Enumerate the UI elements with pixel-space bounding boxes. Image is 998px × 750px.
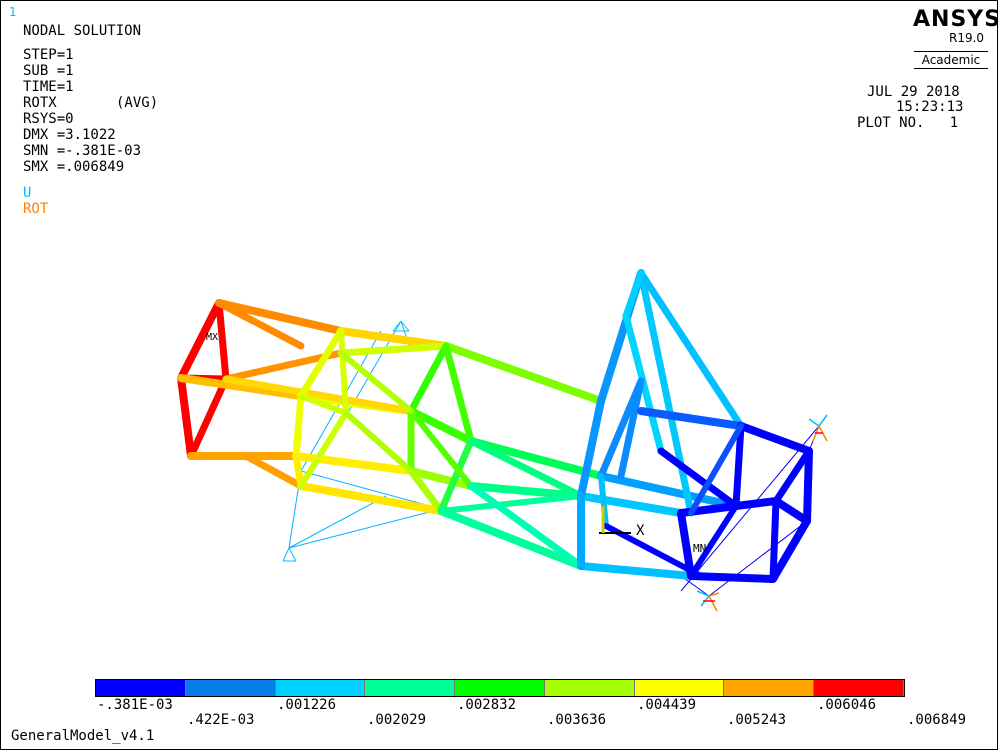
rot-symbol-label: ROT	[23, 201, 49, 217]
legend-tick-10: .006849	[907, 712, 967, 728]
legend-tick-1: -.381E-03	[97, 697, 173, 713]
max-marker-label: MX	[206, 332, 219, 343]
smn-value: SMN =-.381E-03	[23, 143, 142, 159]
min-marker-label: MN	[693, 542, 707, 555]
version-label: R19.0	[949, 31, 985, 45]
dmx-value: DMX =3.1022	[23, 127, 116, 143]
plot-time: 15:23:13	[896, 99, 964, 115]
solution-title: NODAL SOLUTION	[23, 23, 142, 39]
time-value: TIME=1	[23, 79, 74, 95]
ansys-logo: ANSYS	[913, 7, 998, 32]
axis-triad	[599, 506, 631, 534]
legend-tick-5: .002832	[457, 697, 517, 713]
window-number: 1	[9, 5, 17, 19]
rsys-value: RSYS=0	[23, 111, 74, 127]
legend-band-1	[96, 680, 186, 696]
support-symbol-front-bottom	[696, 590, 720, 612]
legend-band-7	[634, 680, 725, 696]
quantity-label: ROTX	[23, 95, 57, 111]
model-name: GeneralModel_v4.1	[11, 728, 155, 744]
frame-members	[177, 269, 813, 583]
legend-tick-8: .005243	[727, 712, 787, 728]
support-symbol-front-top	[808, 414, 828, 442]
legend-tick-9: .006046	[817, 697, 877, 713]
step-value: STEP=1	[23, 47, 74, 63]
edition-label: Academic	[914, 51, 988, 69]
legend-tick-3: .001226	[277, 697, 337, 713]
legend-tick-7: .004439	[637, 697, 697, 713]
avg-label: (AVG)	[116, 95, 159, 111]
plot-date: JUL 29 2018	[867, 84, 960, 100]
plot-number: PLOT NO. 1	[857, 115, 959, 131]
legend-band-3	[275, 680, 366, 696]
u-symbol-label: U	[23, 185, 32, 201]
x-axis-label: X	[636, 523, 645, 539]
contour-legend-bar	[95, 679, 905, 697]
sub-value: SUB =1	[23, 63, 74, 79]
legend-band-9	[814, 680, 905, 696]
smx-value: SMX =.006849	[23, 159, 125, 175]
legend-band-4	[365, 680, 456, 696]
support-symbol-left	[282, 547, 297, 562]
legend-band-8	[724, 680, 815, 696]
legend-tick-6: .003636	[547, 712, 607, 728]
legend-tick-4: .002029	[367, 712, 427, 728]
legend-band-6	[544, 680, 635, 696]
legend-tick-2: .422E-03	[187, 712, 255, 728]
support-symbol-top	[392, 320, 410, 332]
legend-band-5	[455, 680, 545, 696]
legend-band-2	[185, 680, 276, 696]
